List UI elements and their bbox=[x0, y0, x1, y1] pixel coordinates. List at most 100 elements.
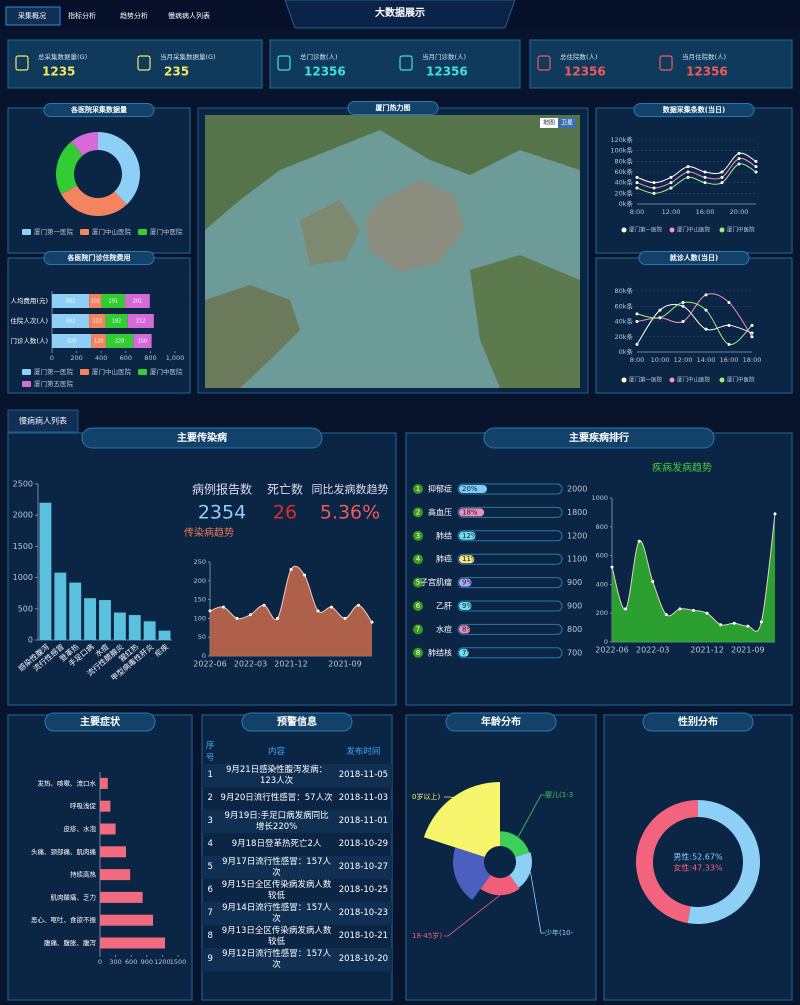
stat-label: 当月门诊数(人) bbox=[422, 52, 466, 61]
table-cell: 2 bbox=[207, 793, 213, 803]
stat-icon bbox=[659, 55, 673, 71]
count-label: 1200 bbox=[567, 531, 587, 540]
x-tick-label: 600 bbox=[120, 354, 132, 362]
rank-bar bbox=[459, 555, 475, 564]
y-tick-label: 250 bbox=[194, 558, 206, 566]
bar bbox=[54, 572, 67, 640]
point bbox=[737, 162, 741, 166]
rank-number: 7 bbox=[416, 625, 420, 633]
map-button[interactable] bbox=[558, 118, 576, 128]
nav-tab: 趋势分析 bbox=[120, 11, 148, 20]
disease-name: 肺结 bbox=[436, 530, 452, 540]
stat-icon bbox=[399, 55, 413, 71]
active-tab bbox=[5, 6, 61, 26]
point bbox=[276, 616, 279, 620]
y-tick-label: 120k条 bbox=[610, 135, 633, 144]
point bbox=[652, 191, 656, 195]
bar bbox=[100, 800, 111, 812]
percent-label: 9% bbox=[462, 602, 473, 610]
pie-slice bbox=[636, 799, 698, 924]
pie-slice bbox=[61, 185, 127, 217]
map-land bbox=[205, 285, 300, 388]
value-label: 212 bbox=[136, 319, 146, 325]
panel-title: 年龄分布 bbox=[481, 715, 521, 728]
rank-bar bbox=[459, 508, 485, 517]
table-cell: 3 bbox=[202, 810, 219, 833]
x-tick-label: 20:00 bbox=[730, 208, 749, 216]
y-tick-label: 200 bbox=[194, 577, 206, 585]
percent-label: 18% bbox=[462, 508, 478, 516]
stat-label: 死亡数 bbox=[267, 482, 303, 497]
stat-panel bbox=[7, 39, 263, 89]
map-land bbox=[300, 200, 360, 265]
rose-sector bbox=[453, 847, 491, 901]
panel-header bbox=[445, 712, 557, 732]
value-label: 302 bbox=[66, 319, 76, 325]
rank-track bbox=[457, 530, 563, 542]
table-cell: 6 bbox=[207, 885, 213, 895]
stat-value: 26 bbox=[273, 502, 297, 524]
rank-badge bbox=[413, 530, 423, 541]
bar bbox=[91, 334, 107, 348]
warning-table-wrap: 序号 内容 发布时间 1 9月21日感染性腹泻发病：123人次 2018-11-05 2 9月… bbox=[202, 738, 392, 971]
point bbox=[686, 175, 690, 179]
rank-badge bbox=[413, 601, 423, 611]
map-button[interactable] bbox=[540, 118, 558, 128]
table-row: 7 9月14日流行性感冒：157人次 2018-10-23 bbox=[202, 902, 392, 925]
legend-marker bbox=[621, 377, 627, 383]
table-header: 序号 bbox=[205, 741, 215, 763]
stat-value: 235 bbox=[164, 65, 189, 79]
table-cell: 1 bbox=[202, 764, 219, 787]
table-row: 1 9月21日感染性腹泻发病：123人次 2018-11-05 bbox=[202, 764, 392, 787]
x-tick-label: 18:00 bbox=[743, 356, 762, 364]
rank-number: 6 bbox=[416, 602, 421, 610]
table-header: 发布时间 bbox=[346, 747, 381, 757]
value-label: 101 bbox=[91, 299, 101, 305]
x-tick-label: 200 bbox=[70, 354, 82, 362]
map-island bbox=[365, 180, 465, 272]
y-tick-label: 头痛、颈部痛、肌肉痛 bbox=[31, 847, 97, 856]
point bbox=[235, 616, 239, 620]
point bbox=[658, 316, 662, 320]
rank-number: 3 bbox=[416, 532, 420, 540]
area bbox=[612, 513, 775, 642]
bar bbox=[52, 314, 90, 328]
value-label: 女性:47.33% bbox=[673, 863, 723, 873]
y-tick-label: 20k条 bbox=[614, 188, 633, 197]
rank-track bbox=[457, 506, 563, 518]
rose-sector bbox=[480, 874, 520, 896]
table-row: 8 9月13日全区传染病发病人数较低 2018-10-21 bbox=[202, 925, 392, 948]
panel-title: 各医院门诊住院费用 bbox=[67, 253, 131, 262]
table-cell: 2018-10-27 bbox=[334, 856, 392, 879]
y-tick-label: 门诊人数(人) bbox=[10, 336, 48, 345]
rank-bar bbox=[459, 602, 472, 610]
y-tick-label: 人均费用(元) bbox=[10, 296, 48, 305]
bar bbox=[100, 869, 131, 881]
legend-label: 厦门中医院 bbox=[727, 376, 755, 384]
nav-tab: 采集概况 bbox=[18, 11, 46, 20]
point bbox=[652, 186, 656, 190]
nav-tab: 指标分析 bbox=[68, 11, 96, 20]
point bbox=[330, 605, 333, 609]
legend-swatch bbox=[22, 229, 31, 235]
panel-title: 数据采集条数(当日) bbox=[663, 105, 725, 114]
legend-swatch bbox=[22, 381, 31, 387]
count-label: 1800 bbox=[567, 508, 587, 517]
bar bbox=[89, 294, 102, 308]
bar bbox=[143, 621, 156, 640]
disease-name: 子宫肌瘤 bbox=[420, 577, 452, 587]
stat-value: 5.36% bbox=[320, 502, 380, 524]
x-tick-label: 2021-12 bbox=[690, 646, 723, 655]
x-tick-label: 2021-09 bbox=[731, 646, 764, 655]
x-tick-label: 2022-03 bbox=[234, 660, 267, 669]
point bbox=[303, 573, 306, 577]
point bbox=[750, 335, 754, 339]
bar bbox=[100, 777, 108, 789]
table-cell: 2018-10-20 bbox=[334, 948, 392, 971]
legend-label: 厦门中山医院 bbox=[677, 226, 711, 234]
x-tick-label: 2021-12 bbox=[274, 660, 307, 669]
point bbox=[658, 308, 662, 312]
y-tick-label: 0 bbox=[604, 638, 608, 646]
panel bbox=[7, 432, 397, 706]
panel bbox=[595, 257, 793, 394]
